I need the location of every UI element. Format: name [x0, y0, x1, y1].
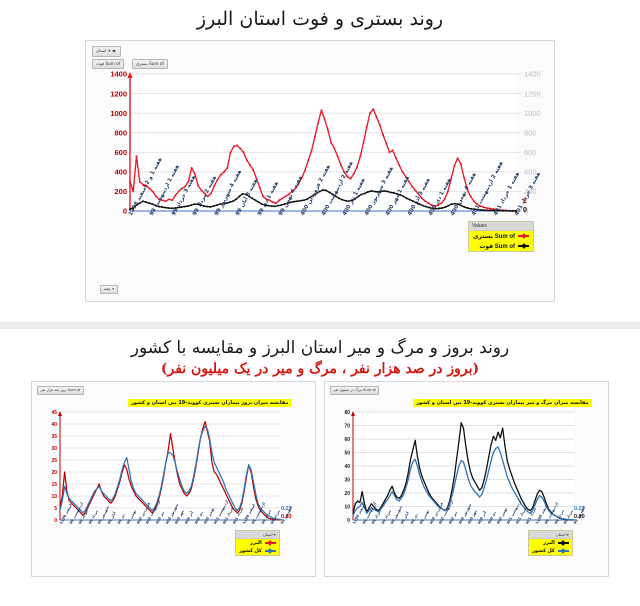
svg-text:5: 5 — [54, 506, 57, 512]
svg-text:70: 70 — [344, 423, 350, 429]
svg-text:25: 25 — [51, 458, 57, 464]
svg-text:400: 400 — [114, 168, 127, 177]
pbtn-label: استان — [96, 48, 107, 54]
svg-text:20: 20 — [344, 491, 350, 497]
section-hospitalization-death: روند بستری و فوت استان البرز ▾ استان Sum… — [0, 0, 640, 322]
end-data-label: 0 — [523, 207, 527, 214]
legend-label: Sum of فوت — [479, 243, 516, 250]
incidence-chart-legend: ▾ استان البرز — [235, 530, 280, 556]
legend-label: البرز — [543, 540, 555, 546]
legend-item: البرز — [529, 539, 572, 547]
legend-item: کل کشور — [529, 547, 572, 555]
end-data-label: 0.23 — [574, 506, 585, 512]
legend-item: کل کشور — [236, 547, 279, 555]
svg-text:1400: 1400 — [110, 70, 127, 79]
category-field-button-week[interactable]: ▾ هفته — [100, 285, 118, 294]
svg-text:800: 800 — [114, 128, 127, 137]
legend-filter-button[interactable]: ▾ استان — [236, 531, 279, 539]
svg-text:800: 800 — [524, 128, 537, 137]
legend-filter-label: استان — [555, 532, 566, 537]
svg-text:40: 40 — [344, 464, 350, 470]
svg-text:20: 20 — [51, 470, 57, 476]
legend-label: کل کشور — [532, 548, 555, 554]
legend-filter-button[interactable]: ▾ استان — [529, 531, 572, 539]
svg-text:60: 60 — [344, 437, 350, 443]
svg-text:0: 0 — [123, 207, 127, 216]
svg-text:200: 200 — [524, 187, 537, 196]
section2-subtitle: (بروز در صد هزار نفر ، مرگ و میر در یک م… — [160, 361, 480, 377]
main-chart-legend: Values Sum of بستری Sum of فوت — [468, 221, 535, 252]
svg-text:1400: 1400 — [524, 70, 541, 79]
svg-text:0: 0 — [347, 518, 350, 524]
pbtn-label: هفته — [103, 286, 111, 291]
incidence-chart-title: مقایسه میزان بروز بیماران بستری کووید-19… — [128, 399, 292, 407]
svg-text:35: 35 — [51, 434, 57, 440]
svg-text:0: 0 — [54, 518, 57, 524]
incidence-pivotchart[interactable]: Sum of بروز صد هزار نفر مقایسه میزان برو… — [31, 381, 316, 577]
pbtn-label: Sum of بستری — [136, 61, 164, 66]
pbtn-label: Sum of مرگ در میلیون نفر — [333, 387, 376, 392]
svg-text:600: 600 — [114, 148, 127, 157]
mortality-chart-canvas: 0 10 20 30 40 50 60 70 80 — [344, 410, 575, 524]
pbtn-label: Sum of فوت — [96, 61, 121, 66]
legend-filter-label: استان — [262, 532, 273, 537]
pbtn-label: Sum of بروز صد هزار نفر — [40, 387, 81, 392]
end-data-label: 0.03 — [281, 514, 292, 520]
mortality-chart-legend: ▾ استان البرز — [528, 530, 573, 556]
legend-item: Sum of بستری — [469, 231, 533, 241]
legend-label: Sum of بستری — [473, 233, 516, 240]
legend-label: البرز — [250, 540, 262, 546]
svg-text:80: 80 — [344, 410, 350, 416]
svg-text:30: 30 — [344, 477, 350, 483]
pbtn-caret: ▾ — [112, 286, 115, 291]
province-filter-button[interactable]: ▾ استان — [92, 46, 122, 57]
value-field-button-foot[interactable]: Sum of فوت — [92, 59, 125, 70]
funnel-icon — [112, 49, 117, 54]
pbtn-caret: ▾ — [108, 48, 111, 54]
legend-header: Values — [469, 222, 534, 231]
value-field-button-bastari[interactable]: Sum of بستری — [132, 59, 168, 70]
section-divider — [0, 322, 640, 329]
section1-title: روند بستری و فوت استان البرز — [196, 8, 444, 30]
funnel-caret: ▾ — [273, 532, 276, 537]
svg-text:15: 15 — [51, 482, 57, 488]
legend-item: Sum of فوت — [469, 241, 533, 251]
incidence-chart-canvas: 0 5 10 15 20 25 30 35 40 45 — [51, 410, 282, 524]
legend-label: کل کشور — [239, 548, 262, 554]
legend-item: البرز — [236, 539, 279, 547]
end-data-label: 1 — [523, 198, 527, 205]
end-data-label: 0.00 — [574, 514, 585, 520]
value-field-button-mortality[interactable]: Sum of مرگ در میلیون نفر — [330, 386, 380, 395]
svg-text:10: 10 — [344, 504, 350, 510]
svg-text:10: 10 — [51, 494, 57, 500]
svg-text:400: 400 — [524, 168, 537, 177]
svg-text:45: 45 — [51, 410, 57, 416]
main-pivotchart[interactable]: ▾ استان Sum of فوت Sum of بستری ▾ هفته 0… — [85, 40, 555, 302]
svg-text:0: 0 — [524, 207, 528, 216]
svg-text:200: 200 — [114, 187, 127, 196]
section2-title: روند بروز و مرگ و میر استان البرز و مقای… — [130, 338, 510, 358]
svg-text:40: 40 — [51, 422, 57, 428]
svg-text:30: 30 — [51, 446, 57, 452]
value-field-button-incidence[interactable]: Sum of بروز صد هزار نفر — [37, 386, 85, 395]
main-chart-canvas: 0 200 400 600 800 1000 1200 1400 0 200 400 600 800 10… — [110, 70, 541, 216]
svg-text:1200: 1200 — [524, 89, 541, 98]
svg-text:1000: 1000 — [524, 109, 541, 118]
svg-text:600: 600 — [524, 148, 537, 157]
svg-text:1200: 1200 — [110, 89, 127, 98]
section-incidence-mortality: روند بروز و مرگ و میر استان البرز و مقای… — [0, 329, 640, 606]
svg-text:50: 50 — [344, 450, 350, 456]
mortality-chart-title: مقایسه میزان مرگ و میر بیماران بستری کوو… — [413, 399, 592, 407]
funnel-caret: ▾ — [566, 532, 569, 537]
end-data-label: 0.23 — [281, 506, 292, 512]
mortality-pivotchart[interactable]: Sum of مرگ در میلیون نفر مقایسه میزان مر… — [324, 381, 609, 577]
svg-text:1000: 1000 — [110, 109, 127, 118]
